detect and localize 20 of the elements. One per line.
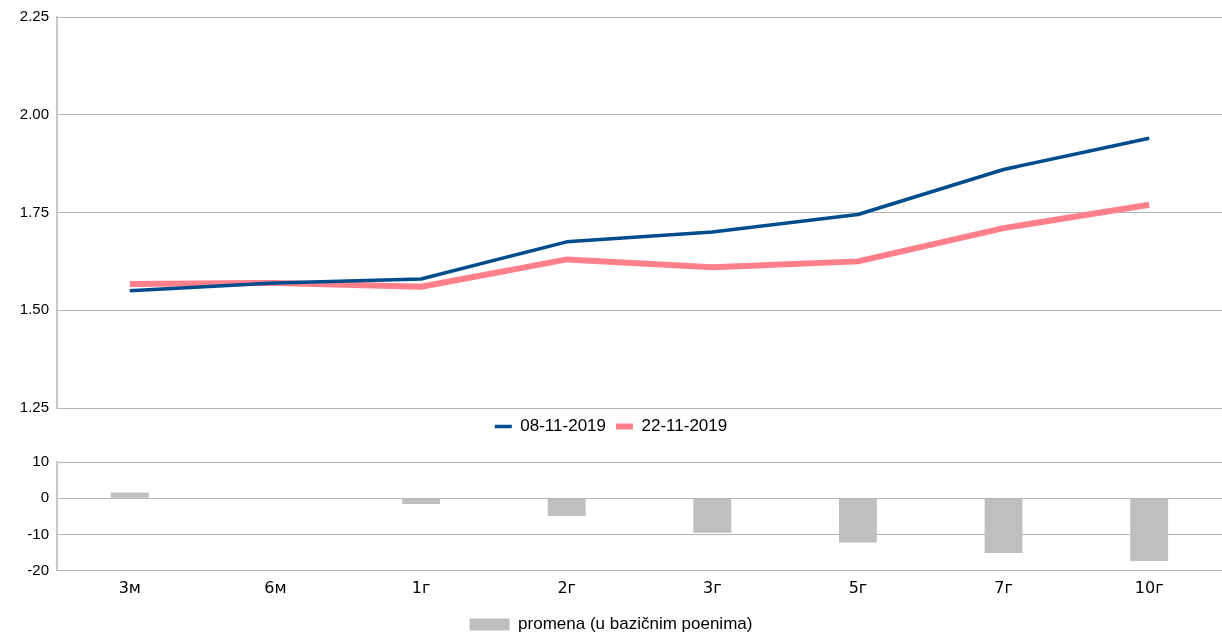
x-tick-label: 1г — [411, 577, 431, 597]
x-tick-label: 3м — [118, 577, 141, 597]
y-tick-label: 1.50 — [19, 300, 49, 318]
y-tick-label: 1.25 — [19, 398, 49, 416]
x-tick-label: 6м — [264, 577, 287, 597]
y-tick-label: -20 — [27, 560, 49, 578]
y-tick-label: -10 — [27, 524, 49, 542]
x-tick-label: 5г — [848, 577, 868, 597]
legend-label: promena (u bazičnim poenima) — [518, 614, 753, 634]
y-tick-label: 10 — [32, 452, 49, 470]
x-tick-label: 10г — [1134, 577, 1164, 597]
y-tick-label: 2.00 — [19, 104, 49, 122]
x-tick-label: 2г — [557, 577, 576, 597]
legend-label: 08-11-2019 — [520, 416, 607, 436]
y-tick-label: 0 — [40, 488, 49, 506]
legend-label: 22-11-2019 — [641, 416, 728, 436]
y-tick-label: 1.75 — [19, 202, 49, 220]
x-tick-label: 7г — [994, 577, 1013, 597]
x-tick-label: 3г — [703, 577, 722, 597]
y-tick-label: 2.25 — [19, 7, 49, 25]
